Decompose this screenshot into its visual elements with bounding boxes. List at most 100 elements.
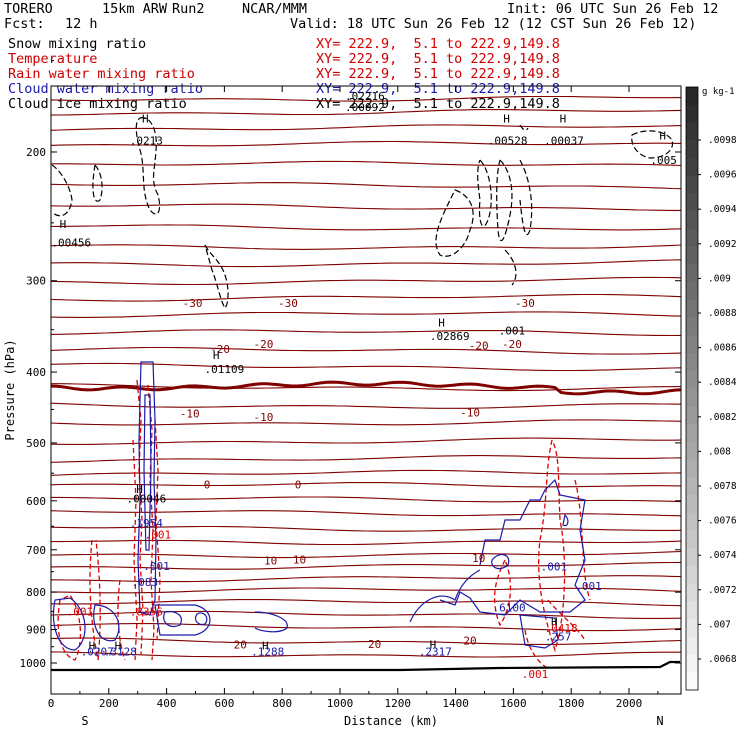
colorbar-label: .0096 — [708, 170, 737, 181]
x-tick-label: 0 — [48, 697, 55, 710]
isotherm-label: -10 — [180, 408, 200, 421]
snow-ice-contour — [496, 159, 513, 242]
isotherm-label: 10 — [472, 552, 485, 565]
colorbar: g kg-1 .0098 .0096 .0094 .0092 .009 .0088 .0086… — [685, 86, 737, 691]
header-resolution: 15km ARW — [102, 1, 168, 17]
isotherm-line — [50, 124, 682, 131]
contour-label-layer: -79.07-30-30-30-20-20-20-20-10-10-100010… — [51, 113, 677, 681]
x-tick-label: 1000 — [327, 697, 354, 710]
maximum-marker: H — [438, 316, 445, 329]
overlap-label-2: .00092 — [345, 101, 385, 114]
maximum-value-label: .001 — [499, 325, 526, 338]
colorbar-label: .0082 — [708, 412, 737, 423]
isotherm-line — [50, 455, 682, 463]
colorbar-segment — [686, 512, 698, 531]
x-tick-label: 400 — [157, 697, 177, 710]
header-fcst-value: 12 h — [65, 16, 98, 32]
colorbar-segment — [686, 104, 698, 123]
x-tick-label: 200 — [99, 697, 119, 710]
isotherm-label: 20 — [463, 635, 476, 648]
colorbar-segment — [686, 317, 698, 336]
header-model: TORERO — [4, 1, 53, 17]
header-valid: Valid: 18 UTC Sun 26 Feb 12 (12 CST Sun … — [290, 16, 697, 32]
colorbar-segment — [686, 619, 698, 638]
colorbar-segment — [686, 548, 698, 567]
maximum-marker: H — [560, 113, 567, 126]
maximum-value-label: .1288 — [251, 646, 284, 659]
snow-ice-contour-layer — [51, 117, 674, 309]
maximum-value-label: .0213 — [130, 135, 163, 148]
x-tick-label: 2000 — [616, 697, 643, 710]
isotherm-line — [50, 109, 682, 116]
colorbar-label: .007 — [708, 619, 731, 630]
colorbar-label: .0076 — [708, 516, 737, 527]
colorbar-frame — [685, 86, 699, 691]
colorbar-label: .0098 — [708, 135, 737, 146]
axes-layer: 0 200 400 600 800 1000 1200 1400 1600 1800 2000200… — [3, 60, 682, 728]
x-tick-label: 1800 — [558, 697, 585, 710]
header-run: Run2 — [172, 1, 205, 17]
field-temperature-xy: XY= 222.9, 5.1 to 222.9,149.8 — [316, 51, 560, 67]
maximum-marker: H — [503, 113, 510, 126]
x-tick-label: 1600 — [500, 697, 527, 710]
field-rain-xy: XY= 222.9, 5.1 to 222.9,149.8 — [316, 66, 560, 82]
colorbar-label: .008 — [708, 446, 731, 457]
maximum-value-label: .083 — [132, 576, 159, 589]
field-rain-name: Rain water mixing ratio — [8, 66, 195, 82]
isotherm-label: -30 — [515, 297, 535, 310]
y-tick-label: 500 — [26, 437, 46, 450]
south-label: S — [81, 714, 88, 728]
colorbar-segment — [686, 246, 698, 265]
isotherm-label: -30 — [183, 297, 203, 310]
cloud-water-contour — [439, 478, 586, 616]
maximum-value-label: .00456 — [51, 237, 91, 250]
maximum-value-label: .001 — [541, 561, 568, 574]
isotherm-line — [50, 346, 682, 355]
field-snow-xy: XY= 222.9, 5.1 to 222.9,149.8 — [316, 36, 560, 52]
x-tick-label: 1200 — [385, 697, 412, 710]
isotherm-line — [51, 496, 682, 503]
colorbar-label: .0094 — [708, 204, 737, 215]
colorbar-segment — [686, 193, 698, 212]
isotherm-line — [50, 402, 682, 409]
rain-contour — [136, 379, 144, 656]
colorbar-segment — [686, 87, 698, 106]
cloud-water-contour — [562, 513, 569, 527]
isotherm-line — [50, 293, 682, 302]
maximum-marker: H — [659, 130, 666, 143]
isotherm-label: 20 — [368, 638, 381, 651]
colorbar-segment — [686, 583, 698, 602]
isotherm-label: -20 — [210, 343, 230, 356]
y-tick-label: 800 — [26, 586, 46, 599]
cloud-water-contour-layer — [52, 361, 586, 651]
maximum-value-label: .01109 — [205, 363, 245, 376]
maximum-marker: H — [430, 639, 437, 652]
cloud-water-contour — [491, 553, 510, 570]
colorbar-segment — [686, 601, 698, 620]
isotherm-line — [50, 203, 681, 211]
y-tick-label: 200 — [26, 146, 46, 159]
maximum-value-label: .8356 — [130, 605, 163, 618]
isotherm-line — [50, 599, 682, 607]
cloud-water-contour — [93, 604, 120, 642]
isotherm-label: -20 — [469, 340, 489, 353]
snow-ice-contour — [519, 159, 533, 236]
colorbar-segment — [686, 423, 698, 443]
isotherm-line — [50, 437, 682, 445]
isotherm-label: -20 — [253, 338, 273, 351]
x-tick-label: 1400 — [442, 697, 469, 710]
zero-isotherm-line — [50, 380, 682, 396]
isotherm-line — [51, 383, 682, 392]
field-cloudwater-xy: XY= 222.9, 5.1 to 222.9,149.8 — [316, 81, 560, 97]
isotherm-line — [50, 95, 682, 102]
maximum-value-label: .00528 — [488, 135, 528, 148]
y-tick-label: 700 — [26, 544, 46, 557]
isotherm-label: 0 — [295, 479, 302, 492]
cloud-water-contour — [519, 614, 559, 649]
header-fcst-label: Fcst: — [4, 16, 45, 32]
isotherm-label: 20 — [234, 638, 247, 651]
isotherm-label: -20 — [502, 338, 522, 351]
maximum-value-label: .02869 — [430, 330, 470, 343]
colorbar-segment — [686, 406, 698, 425]
colorbar-segment — [686, 530, 698, 549]
